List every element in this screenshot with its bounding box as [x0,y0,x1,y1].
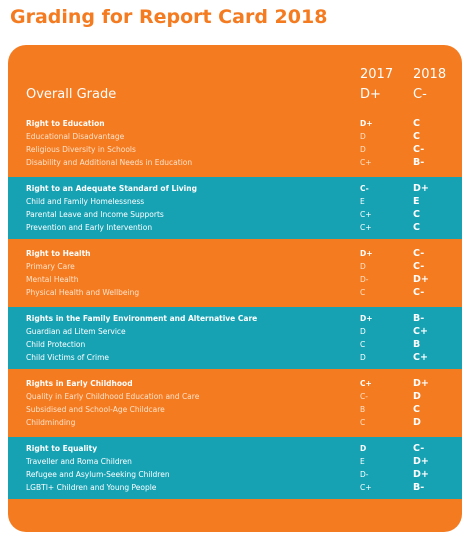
grade-2017: D- [360,470,369,479]
grade-2017: D [360,145,366,154]
grade-2017: D [360,132,366,141]
row-label: Mental Health [26,275,79,284]
overall-grade: C- [413,87,427,102]
section-heading: Right to Equality [26,444,98,453]
section-band: Rights in the Family Environment and Alt… [8,307,462,369]
grade-2017: C [360,340,366,349]
row-label: Quality in Early Childhood Education and… [26,392,200,401]
grade-2017: D+ [360,314,373,323]
year-header: 2018 [413,67,447,82]
grade-2017: D [360,327,366,336]
grade-2017: D [360,444,367,453]
grade-2017: C+ [360,379,372,388]
year-header: 2017 [360,67,394,82]
grade-2017: C+ [360,223,372,232]
grade-2018: C- [413,443,425,454]
section-band: Right to an Adequate Standard of Living C… [8,177,462,239]
grade-2018: D [413,417,421,428]
row-label: Physical Health and Wellbeing [26,288,140,297]
grade-2018: C [413,222,420,233]
row-label: Child and Family Homelessness [26,197,145,206]
grade-2018: C- [413,144,425,155]
row-label: LGBTI+ Children and Young People [26,483,157,492]
row-label: Educational Disadvantage [26,132,125,141]
page-title: Grading for Report Card 2018 [10,6,328,28]
row-label: Child Protection [26,340,86,349]
grade-2018: C [413,404,420,415]
grade-2018: C- [413,248,425,259]
row-label: Religious Diversity in Schools [26,145,136,154]
overall-grade: D+ [360,87,381,102]
grade-2017: E [360,197,365,206]
row-label: Traveller and Roma Children [26,457,132,466]
grade-2017: C+ [360,483,372,492]
grade-2017: D [360,353,366,362]
section-heading: Right to Education [26,119,105,128]
grade-2018: B [413,339,421,350]
grade-2018: C [413,209,420,220]
grade-2017: E [360,457,365,466]
overall-label: Overall Grade [26,87,117,102]
row-label: Refugee and Asylum-Seeking Children [26,470,170,479]
section-heading: Rights in Early Childhood [26,379,133,388]
row-label: Primary Care [26,262,75,271]
row-label: Child Victims of Crime [26,353,110,362]
grade-2018: D+ [413,456,429,467]
grade-card: 2017 2018 Overall Grade D+ C- Right to E… [8,45,462,532]
section-band: Right to Health D+ C- Primary Care D C- Mental… [8,242,462,304]
grade-2017: D- [360,275,369,284]
grade-2018: D+ [413,274,429,285]
grade-2018: C- [413,287,425,298]
grade-2018: C [413,118,420,129]
grade-2017: B [360,405,366,414]
grade-2017: C+ [360,210,372,219]
row-label: Subsidised and School-Age Childcare [26,405,165,414]
grade-2018: D+ [413,183,429,194]
grade-2017: D+ [360,249,373,258]
section-heading: Right to an Adequate Standard of Living [26,184,197,193]
grade-2018: B- [413,313,425,324]
grade-2018: C+ [413,352,428,363]
section-band: Right to Education D+ C Educational Disadva… [8,112,462,174]
section-heading: Rights in the Family Environment and Alt… [26,314,258,323]
grade-2018: D+ [413,378,429,389]
section-band: Rights in Early Childhood C+ D+ Quality in … [8,372,462,434]
grade-2018: C+ [413,326,428,337]
grade-2017: D [360,262,366,271]
row-label: Prevention and Early Intervention [26,223,153,232]
grade-2017: D+ [360,119,373,128]
row-label: Guardian ad Litem Service [26,327,126,336]
grade-2018: C [413,131,420,142]
grade-2018: B- [413,157,425,168]
grade-2018: D+ [413,469,429,480]
section-band: Right to Equality D C- Traveller and Roma C… [8,437,462,499]
row-label: Disability and Additional Needs in Educa… [26,158,193,167]
grade-2018: B- [413,482,425,493]
grade-2018: D [413,391,421,402]
row-label: Childminding [26,418,76,427]
grade-2017: C [360,288,366,297]
grade-2017: C- [360,392,368,401]
row-label: Parental Leave and Income Supports [26,210,164,219]
grade-2017: C+ [360,158,372,167]
grade-2018: C- [413,261,425,272]
grade-2018: E [413,196,420,207]
grade-2017: C- [360,184,369,193]
section-heading: Right to Health [26,249,91,258]
grade-2017: C [360,418,366,427]
